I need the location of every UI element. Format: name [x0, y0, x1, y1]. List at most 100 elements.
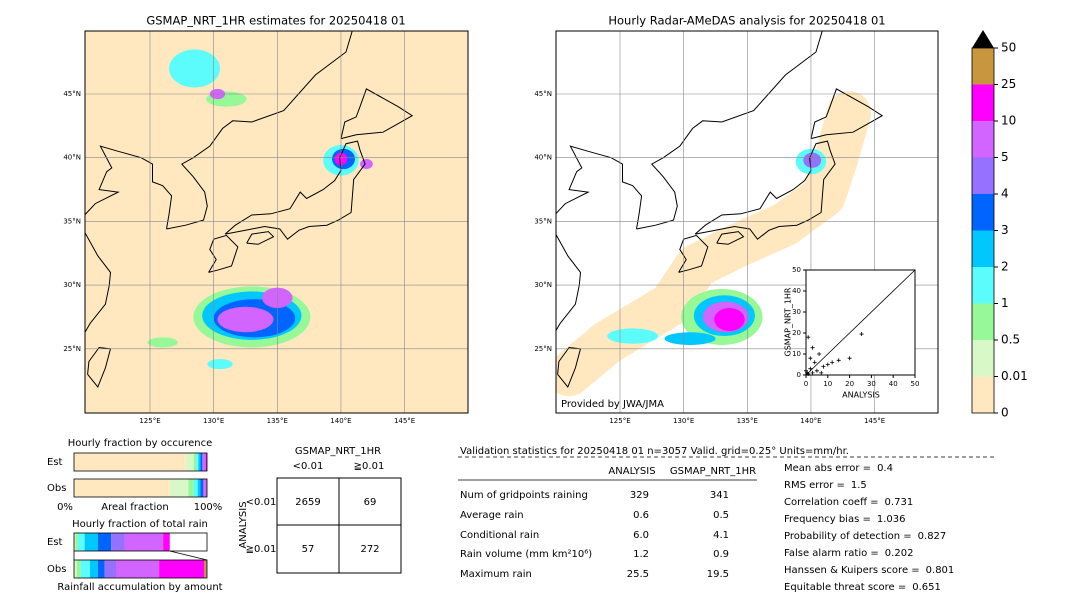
map-frame — [555, 30, 939, 414]
score-label: RMS error = — [784, 480, 845, 491]
fraction-segment — [205, 453, 207, 471]
cell: 4.1 — [713, 530, 729, 541]
point — [836, 358, 841, 363]
coastline — [340, 88, 414, 140]
lon-label: 145°E — [394, 417, 415, 425]
lon-label: 125°E — [609, 417, 630, 425]
panel-title: Hourly fraction by occurence — [68, 438, 212, 449]
score-value: 0.202 — [885, 548, 914, 559]
point — [804, 368, 808, 373]
score-label: Probability of detection = — [784, 531, 912, 542]
point — [808, 366, 813, 371]
point — [812, 360, 817, 365]
coastline — [810, 88, 884, 140]
score-value: 0.731 — [885, 497, 914, 508]
row-label: Rain volume (mm km²10⁶) — [460, 549, 592, 560]
fraction-segment — [200, 479, 204, 497]
diagonal — [805, 269, 916, 376]
point — [806, 335, 811, 340]
cell: 341 — [710, 490, 729, 501]
score-label: False alarm ratio = — [784, 548, 879, 559]
cell: 19.5 — [707, 569, 729, 580]
score-label: Correlation coeff = — [784, 497, 879, 508]
colorbar-label: 0 — [1001, 406, 1009, 420]
row-label: Num of gridpoints raining — [460, 490, 588, 501]
row-label: Est — [47, 457, 63, 468]
coastline — [636, 31, 823, 230]
lat-label: 35°N — [534, 217, 552, 225]
colorbar-segment — [972, 376, 994, 413]
x-tick-label: 50 — [911, 380, 920, 388]
colorbar-label: 5 — [1001, 150, 1009, 164]
rain-area — [607, 328, 659, 344]
y-tick-label: 20 — [792, 329, 801, 337]
y-tick-label: 10 — [792, 350, 801, 358]
cell: 0.5 — [713, 510, 729, 521]
row-label: Est — [47, 537, 63, 548]
fraction-segment — [193, 453, 197, 471]
scatter-ylabel: GSMAP_NRT_1HR — [784, 287, 793, 356]
fraction-segment — [97, 560, 105, 578]
fraction-segment — [204, 479, 207, 497]
stats-title: Validation statistics for 20250418 01 n=… — [460, 446, 849, 457]
point — [859, 332, 864, 337]
fraction-segment — [198, 453, 201, 471]
lon-label: 135°E — [267, 417, 288, 425]
fraction-segment — [74, 533, 76, 551]
lat-label: 40°N — [63, 154, 81, 162]
rain-area — [803, 152, 822, 168]
bar-frame — [73, 478, 208, 498]
score-value: 0.827 — [918, 531, 947, 542]
colorbar-segment — [972, 267, 994, 304]
cell: 6.0 — [633, 530, 649, 541]
lat-label: 25°N — [63, 345, 81, 353]
cell: 1.2 — [633, 549, 649, 560]
fraction-segment — [74, 479, 170, 497]
cell: 57 — [302, 544, 315, 555]
cell: 2659 — [295, 497, 320, 508]
colorbar-segment — [972, 194, 994, 231]
col-header: GSMAP_NRT_1HR — [670, 466, 756, 477]
fraction-segment — [196, 453, 199, 471]
fraction-segment — [203, 479, 205, 497]
point — [821, 364, 826, 369]
row-label: Average rain — [460, 510, 524, 521]
colorbar-label: 3 — [1001, 223, 1009, 237]
rain-area — [664, 332, 716, 345]
lon-label: 135°E — [737, 417, 758, 425]
score-value: 0.4 — [877, 463, 893, 474]
point — [830, 360, 835, 365]
row-label: ≧0.01 — [246, 544, 277, 555]
rain-area — [714, 308, 745, 331]
point — [806, 371, 811, 376]
score-value: 1.036 — [877, 514, 906, 525]
colorbar-segment — [972, 230, 994, 267]
axis-label: 0% — [57, 502, 73, 513]
fraction-segment — [202, 453, 204, 471]
rain-area — [147, 337, 179, 348]
lon-label: 125°E — [139, 417, 160, 425]
colorbar-segment — [972, 84, 994, 121]
row-label: <0.01 — [246, 497, 277, 508]
bar-frame — [73, 532, 208, 552]
fraction-segment — [204, 560, 207, 578]
fraction-segment — [203, 453, 206, 471]
fraction-segment — [188, 479, 194, 497]
colorbar-label: 25 — [1001, 77, 1016, 91]
map-title: Hourly Radar-AMeDAS analysis for 2025041… — [608, 14, 885, 28]
lon-label: 145°E — [864, 417, 885, 425]
fraction-segment — [89, 560, 98, 578]
fraction-segment — [116, 560, 160, 578]
col-label: ≧0.01 — [354, 461, 385, 472]
row-label: Obs — [47, 564, 66, 575]
coastline — [716, 231, 745, 245]
row-label: Conditional rain — [460, 530, 539, 541]
lat-label: 40°N — [534, 154, 552, 162]
fraction-segment — [169, 479, 189, 497]
cell: 0.6 — [633, 510, 649, 521]
lat-label: 35°N — [63, 217, 81, 225]
row-title: ANALYSIS — [238, 501, 249, 548]
score-label: Frequency bias = — [784, 514, 871, 525]
fraction-segment — [163, 533, 170, 551]
col-header: ANALYSIS — [608, 466, 655, 477]
